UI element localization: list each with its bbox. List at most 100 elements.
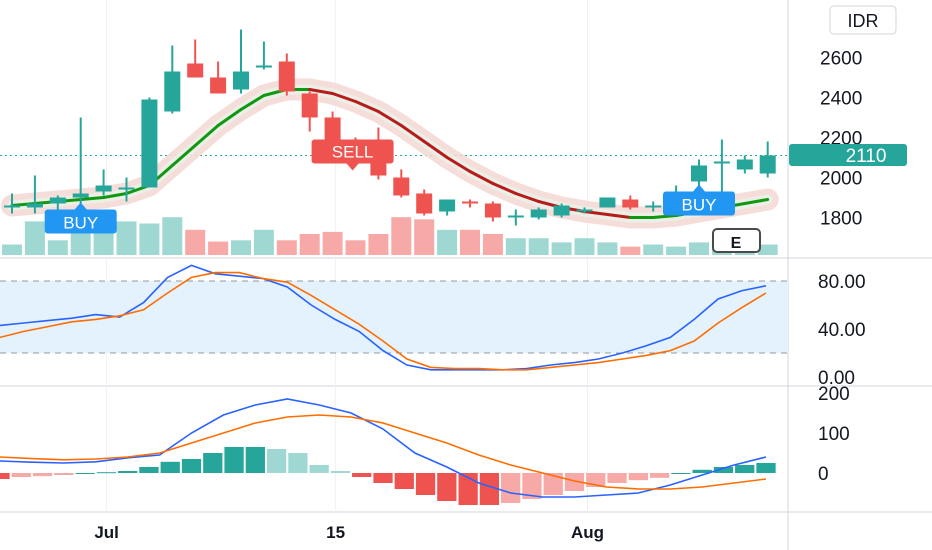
macd-histogram-bar bbox=[160, 461, 180, 473]
candle-body bbox=[301, 93, 318, 118]
macd-histogram-bar bbox=[649, 473, 670, 478]
macd-signal-line bbox=[0, 414, 767, 490]
earnings-marker[interactable]: E bbox=[712, 228, 761, 253]
volume-bar bbox=[643, 244, 664, 255]
signal-box bbox=[44, 209, 117, 234]
volume-bar bbox=[460, 229, 480, 255]
price-tick-label: 1800 bbox=[820, 209, 862, 230]
stochastic-panel[interactable] bbox=[0, 264, 767, 371]
macd-histogram-bar bbox=[245, 447, 265, 473]
ma-segment bbox=[399, 124, 426, 143]
candle-body bbox=[187, 63, 204, 78]
volume-bar bbox=[505, 238, 526, 255]
ma-segment bbox=[308, 88, 335, 95]
x-tick-label: 15 bbox=[326, 523, 345, 542]
candle-body bbox=[141, 99, 158, 188]
candle-body bbox=[553, 205, 570, 216]
candle-body bbox=[691, 165, 707, 182]
volume-bar bbox=[24, 221, 45, 255]
price-tick-label: 2000 bbox=[820, 169, 862, 190]
price-panel[interactable]: BUY SELL BUY bbox=[1, 29, 779, 256]
macd-panel[interactable] bbox=[0, 398, 776, 505]
macd-tick-label: 0 bbox=[818, 464, 829, 485]
ma-segment bbox=[514, 192, 541, 203]
volume-bar bbox=[757, 244, 778, 255]
last-price-box bbox=[789, 144, 907, 166]
currency-label: IDR bbox=[848, 11, 879, 31]
candle-body bbox=[439, 199, 456, 212]
macd-histogram-bar bbox=[0, 473, 10, 479]
moving-average bbox=[1, 78, 779, 229]
macd-histogram-bar bbox=[330, 471, 351, 473]
macd-histogram-bar bbox=[501, 473, 521, 503]
signal-arrow bbox=[346, 163, 359, 171]
ma-segment bbox=[170, 144, 197, 167]
ma-segment bbox=[354, 100, 380, 113]
volume-bar bbox=[666, 246, 687, 255]
macd-histogram-bar bbox=[479, 473, 500, 505]
ma-segment bbox=[468, 170, 495, 185]
volume-bar bbox=[345, 240, 366, 255]
macd-histogram-bar bbox=[394, 473, 414, 489]
candle-body bbox=[255, 65, 272, 68]
last-price-label: 2110 bbox=[846, 146, 887, 167]
ma-segment bbox=[331, 92, 357, 103]
last-price-tag: 2110 bbox=[789, 144, 907, 167]
macd-histogram-bar bbox=[266, 449, 287, 473]
stochastic-lines bbox=[0, 264, 767, 371]
macd-histogram-bar bbox=[713, 467, 734, 473]
candle-body bbox=[576, 209, 593, 212]
macd-histogram-bar bbox=[564, 473, 585, 491]
macd-histogram-bar bbox=[224, 447, 244, 473]
macd-histogram-bar bbox=[522, 473, 542, 499]
currency-badge[interactable]: IDR bbox=[829, 5, 897, 35]
candle-body bbox=[324, 117, 341, 140]
candle-body bbox=[95, 185, 112, 192]
volume-bar bbox=[116, 221, 137, 255]
stoch-tick-label: 40.00 bbox=[818, 320, 866, 341]
stoch-tick-label: 0.00 bbox=[818, 368, 855, 389]
ma-segment bbox=[605, 213, 632, 219]
candle-body bbox=[49, 197, 66, 204]
ma-segment bbox=[651, 214, 678, 219]
volume-bar bbox=[414, 219, 435, 255]
ma-segment bbox=[216, 108, 243, 127]
volume-bar bbox=[620, 246, 641, 255]
macd-histogram-bar bbox=[756, 463, 776, 473]
candle-body bbox=[462, 201, 478, 204]
volume-bar bbox=[391, 217, 412, 255]
macd-histogram-bar bbox=[437, 473, 457, 501]
macd-histogram-bar bbox=[373, 473, 393, 483]
candle-body bbox=[530, 209, 547, 218]
volume-bar bbox=[322, 231, 343, 255]
stoch-d-line bbox=[0, 271, 767, 371]
price-tick-label: 2400 bbox=[820, 89, 862, 110]
macd-histogram-bar bbox=[96, 472, 117, 474]
candle-body bbox=[72, 193, 89, 198]
price-tick-label: 2600 bbox=[820, 49, 862, 70]
ma-segment bbox=[743, 198, 770, 205]
candle-body bbox=[26, 203, 43, 208]
candle-body bbox=[645, 205, 662, 208]
candle-body bbox=[164, 71, 181, 112]
macd-histogram-bar bbox=[32, 473, 53, 477]
candle-body bbox=[416, 193, 433, 214]
volume-bar bbox=[47, 240, 68, 255]
stoch-band bbox=[0, 281, 788, 353]
macd-lines bbox=[0, 398, 776, 505]
candle-body bbox=[759, 155, 776, 174]
currency-badge-box bbox=[829, 5, 897, 35]
macd-histogram-bar bbox=[352, 473, 372, 477]
ma-segment bbox=[102, 192, 128, 199]
candle-body bbox=[4, 205, 20, 208]
ma-segment bbox=[491, 182, 518, 195]
x-tick-label: Jul bbox=[94, 523, 119, 542]
volume-bar bbox=[574, 238, 595, 255]
candle-body bbox=[278, 61, 295, 92]
volume-bar bbox=[299, 234, 320, 255]
candle-body bbox=[622, 199, 639, 208]
volume-bar bbox=[368, 234, 389, 255]
volume-bar bbox=[162, 217, 183, 255]
macd-histogram-bar bbox=[692, 469, 712, 473]
